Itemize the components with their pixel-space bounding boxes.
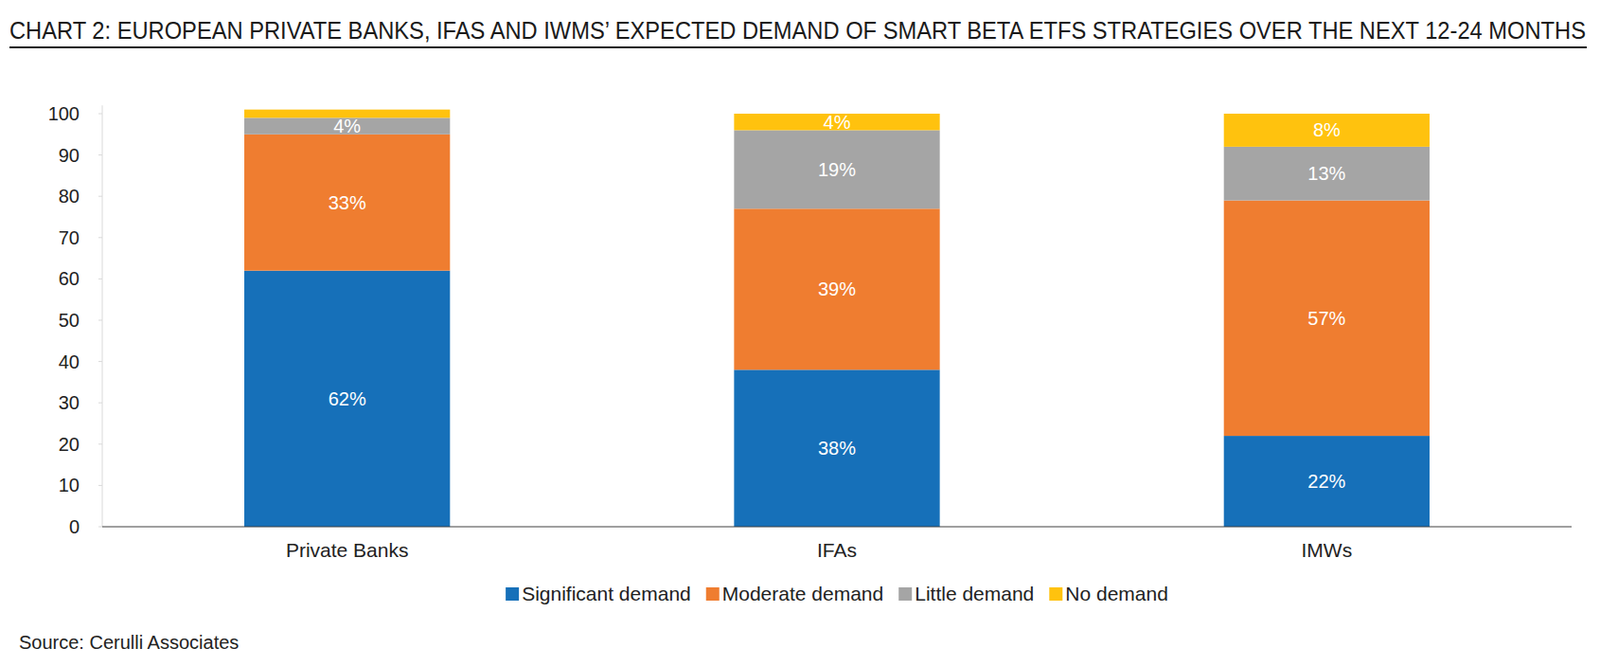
data-label: 38% [817,437,856,459]
y-tick-label: 60 [58,267,80,289]
y-tick-label: 90 [58,144,80,166]
bar-segment [733,369,940,527]
y-tick [98,484,103,486]
title: CHART 2: EUROPEAN PRIVATE BANKS, IFAS AN… [9,17,1586,44]
y-tick [98,360,103,362]
data-label: 19% [817,159,856,180]
data-label: 4% [333,115,361,137]
y-tick [98,402,103,404]
y-tick [98,195,103,197]
bar-segment [1224,435,1430,527]
x-axis-line [102,525,1572,527]
y-tick-label: 70 [58,227,80,249]
legend-swatch [1048,586,1063,601]
legend-swatch [505,586,519,601]
y-tick-label: 0 [69,515,80,537]
y-tick [98,526,103,528]
legend-label: Significant demand [521,582,692,605]
y-tick [98,320,103,321]
x-tick-label: IFAs [817,538,857,561]
data-label: 39% [817,278,856,300]
bar-segment [733,129,940,209]
y-tick-label: 10 [58,474,80,496]
title-underline [9,46,1587,49]
x-tick-label: IMWs [1301,538,1353,561]
data-label: 57% [1307,307,1346,329]
bar-segment [244,270,450,527]
data-label: 22% [1307,470,1346,492]
y-tick [98,278,103,280]
data-label: 13% [1307,162,1346,184]
data-label: 8% [1313,119,1341,141]
bar-segment [1224,113,1430,147]
y-tick-label: 50 [58,309,80,331]
legend: Significant demand Moderate demand Little … [505,582,1169,605]
y-tick [98,443,103,445]
y-tick-label: 100 [48,103,80,125]
legend-label: Little demand [914,582,1034,605]
y-tick-label: 40 [58,351,80,373]
legend-swatch [706,586,720,601]
source: Source: Cerulli Associates [18,631,239,653]
data-label: 33% [328,192,367,214]
y-tick [98,236,103,238]
bar-segment [244,134,450,271]
data-label: 62% [328,388,367,409]
y-tick-label: 80 [58,185,80,207]
y-axis-line [102,105,104,527]
legend-label: Moderate demand [722,582,884,605]
bar-segment [733,208,940,370]
x-tick-label: Private Banks [285,538,409,561]
y-tick [98,113,103,115]
legend-label: No demand [1065,582,1169,605]
y-tick [98,154,103,156]
legend-swatch [898,586,912,601]
y-tick-label: 30 [58,391,80,413]
bars [244,109,1430,527]
bar-segment [1224,146,1430,201]
data-label: 4% [823,111,852,133]
bar-segment [1224,200,1430,437]
chart: CHART 2: EUROPEAN PRIVATE BANKS, IFAS AN… [0,0,1600,666]
y-tick-label: 20 [58,433,80,455]
